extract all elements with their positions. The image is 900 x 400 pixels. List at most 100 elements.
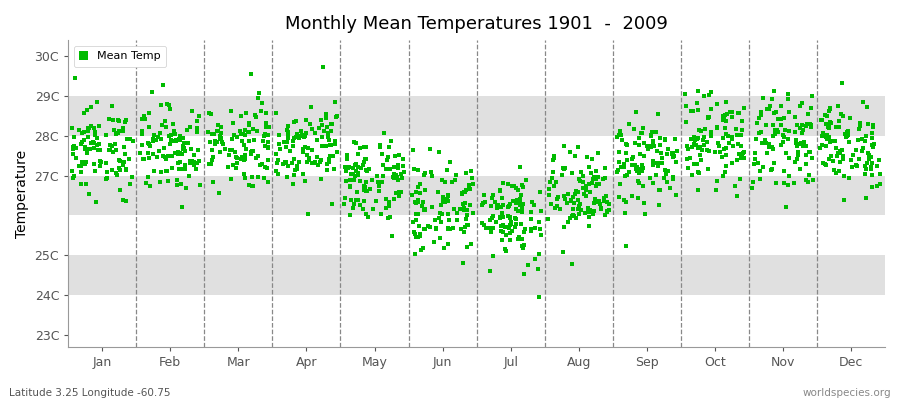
Point	[799, 121, 814, 127]
Point	[572, 196, 586, 203]
Point	[215, 141, 230, 147]
Point	[408, 199, 422, 205]
Point	[534, 232, 548, 238]
Legend: Mean Temp: Mean Temp	[74, 46, 166, 67]
Point	[733, 176, 747, 182]
Point	[824, 139, 838, 145]
Point	[752, 168, 767, 174]
Point	[565, 212, 580, 218]
Point	[172, 166, 186, 172]
Point	[567, 152, 581, 159]
Point	[860, 121, 875, 128]
Point	[685, 144, 699, 150]
Point	[184, 108, 199, 115]
Point	[99, 160, 113, 166]
Point	[484, 215, 499, 222]
Point	[74, 180, 88, 187]
Point	[513, 164, 527, 170]
Point	[234, 156, 248, 162]
Point	[76, 130, 90, 136]
Point	[192, 112, 206, 119]
Point	[532, 294, 546, 300]
Point	[844, 164, 859, 170]
Point	[357, 159, 372, 165]
Point	[320, 124, 334, 130]
Point	[634, 130, 648, 136]
Point	[498, 224, 512, 230]
Point	[769, 127, 783, 134]
Point	[754, 129, 769, 135]
Point	[620, 157, 634, 164]
Point	[413, 180, 428, 187]
Point	[249, 128, 264, 134]
Point	[596, 176, 610, 183]
Point	[441, 241, 455, 247]
Point	[483, 229, 498, 236]
Point	[376, 162, 391, 168]
Point	[273, 145, 287, 152]
Point	[382, 214, 397, 220]
Point	[778, 126, 793, 133]
Point	[765, 143, 779, 150]
Point	[610, 169, 625, 175]
Point	[298, 132, 312, 139]
Point	[308, 130, 322, 136]
Point	[176, 146, 191, 152]
Point	[660, 178, 674, 185]
Point	[104, 102, 119, 109]
Point	[592, 198, 607, 204]
Point	[719, 110, 733, 117]
Point	[286, 143, 301, 150]
Point	[683, 154, 698, 161]
Point	[592, 181, 607, 187]
Point	[259, 110, 274, 116]
Point	[424, 169, 438, 175]
Point	[583, 188, 598, 195]
Point	[436, 198, 450, 204]
Point	[658, 136, 672, 142]
Point	[363, 186, 377, 192]
Point	[660, 151, 674, 157]
Point	[434, 219, 448, 225]
Point	[724, 108, 739, 115]
Point	[174, 133, 188, 139]
Point	[99, 132, 113, 138]
Point	[409, 216, 423, 223]
Point	[591, 199, 606, 205]
Point	[692, 127, 706, 133]
Point	[449, 217, 464, 224]
Point	[411, 211, 426, 218]
Point	[306, 160, 320, 166]
Point	[712, 148, 726, 155]
Point	[585, 156, 599, 162]
Point	[835, 80, 850, 87]
Point	[503, 222, 517, 228]
Point	[456, 260, 471, 266]
Point	[204, 160, 219, 167]
Point	[233, 128, 248, 134]
Point	[653, 150, 668, 156]
Point	[524, 209, 538, 216]
Point	[556, 193, 571, 200]
Point	[290, 166, 304, 172]
Point	[517, 242, 531, 249]
Point	[478, 198, 492, 205]
Point	[518, 226, 532, 232]
Point	[68, 75, 82, 82]
Point	[346, 204, 360, 211]
Point	[80, 106, 94, 113]
Point	[160, 168, 175, 174]
Point	[637, 211, 652, 218]
Point	[179, 127, 194, 134]
Point	[769, 180, 783, 186]
Point	[165, 153, 179, 159]
Point	[115, 197, 130, 204]
Point	[123, 136, 138, 142]
Point	[386, 170, 400, 177]
Point	[752, 130, 766, 136]
Point	[576, 184, 590, 191]
Point	[697, 137, 711, 144]
Point	[167, 150, 182, 156]
Point	[116, 162, 130, 168]
Point	[374, 179, 389, 186]
